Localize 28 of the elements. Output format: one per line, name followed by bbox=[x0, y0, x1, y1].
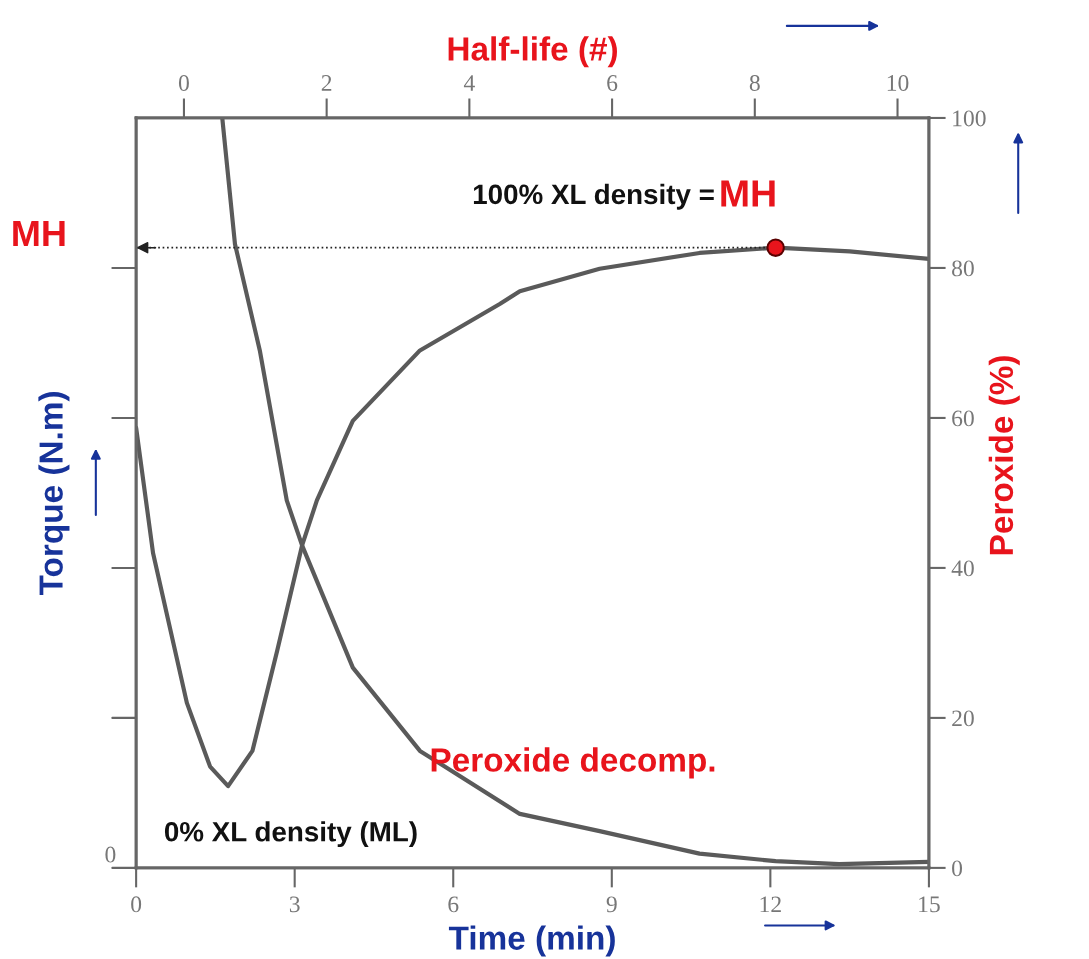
x2-tick-label: 4 bbox=[463, 75, 475, 91]
x2-tick-label: 0 bbox=[178, 75, 189, 91]
y-tick-label: 80 bbox=[952, 260, 974, 277]
x2-tick-label: 2 bbox=[321, 75, 332, 91]
x-tick-label: 0 bbox=[131, 896, 142, 913]
x2-axis-title: Half-life (#) bbox=[448, 36, 617, 68]
x-tick-label: 9 bbox=[606, 896, 617, 913]
x-axis-title: Time (min) bbox=[448, 925, 615, 957]
annotation: Peroxide decomp. bbox=[431, 747, 715, 779]
y-tick-label: 20 bbox=[952, 710, 974, 727]
x2-tick-label: 6 bbox=[607, 75, 618, 91]
annotation: 0% XL density (ML) bbox=[164, 821, 417, 848]
y-tick-label: 60 bbox=[952, 410, 974, 427]
y-tick-label: 100 bbox=[953, 110, 986, 127]
x2-tick-label: 8 bbox=[749, 75, 760, 91]
y-tick-label: 40 bbox=[951, 560, 974, 577]
annotation: MH bbox=[721, 180, 775, 207]
ref-line-label: MH bbox=[13, 221, 65, 246]
x-tick-label: 12 bbox=[760, 896, 781, 913]
y-tick-label: 0 bbox=[952, 860, 963, 877]
x-tick-label: 15 bbox=[919, 896, 940, 913]
annotation: 100% XL density = bbox=[473, 183, 714, 210]
x-tick-label: 3 bbox=[289, 896, 300, 913]
y-axis-title: Torque (N.m) bbox=[38, 392, 70, 596]
text: 0 bbox=[105, 846, 116, 863]
x2-tick-label: 10 bbox=[887, 75, 909, 91]
x-tick-label: 6 bbox=[448, 896, 459, 913]
y2-axis-title: Peroxide (%) bbox=[988, 356, 1020, 555]
